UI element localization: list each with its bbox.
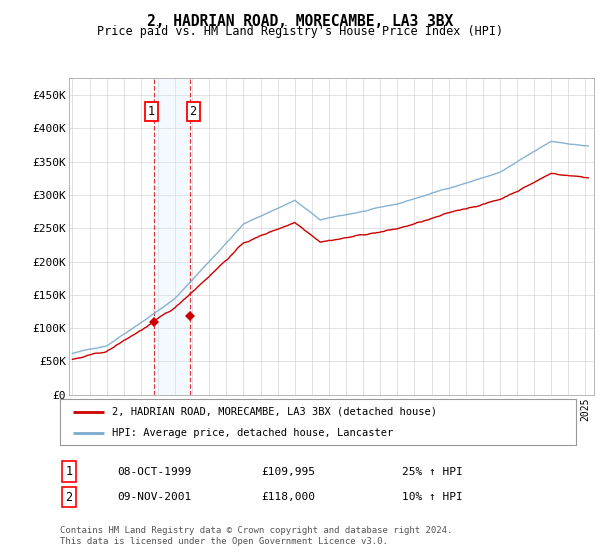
Text: 1: 1 (148, 105, 155, 118)
Text: 2, HADRIAN ROAD, MORECAMBE, LA3 3BX: 2, HADRIAN ROAD, MORECAMBE, LA3 3BX (147, 14, 453, 29)
Bar (154, 78, 190, 395)
Text: 2, HADRIAN ROAD, MORECAMBE, LA3 3BX (detached house): 2, HADRIAN ROAD, MORECAMBE, LA3 3BX (det… (112, 407, 437, 417)
Text: 10% ↑ HPI: 10% ↑ HPI (402, 492, 463, 502)
Text: 09-NOV-2001: 09-NOV-2001 (117, 492, 191, 502)
Text: Contains HM Land Registry data © Crown copyright and database right 2024.
This d: Contains HM Land Registry data © Crown c… (60, 526, 452, 546)
Text: £118,000: £118,000 (261, 492, 315, 502)
Text: £109,995: £109,995 (261, 466, 315, 477)
Text: 1: 1 (65, 465, 73, 478)
Text: 08-OCT-1999: 08-OCT-1999 (117, 466, 191, 477)
Text: 25% ↑ HPI: 25% ↑ HPI (402, 466, 463, 477)
Text: HPI: Average price, detached house, Lancaster: HPI: Average price, detached house, Lanc… (112, 428, 393, 438)
Text: 2: 2 (190, 105, 197, 118)
Text: Price paid vs. HM Land Registry's House Price Index (HPI): Price paid vs. HM Land Registry's House … (97, 25, 503, 38)
Text: 2: 2 (65, 491, 73, 504)
